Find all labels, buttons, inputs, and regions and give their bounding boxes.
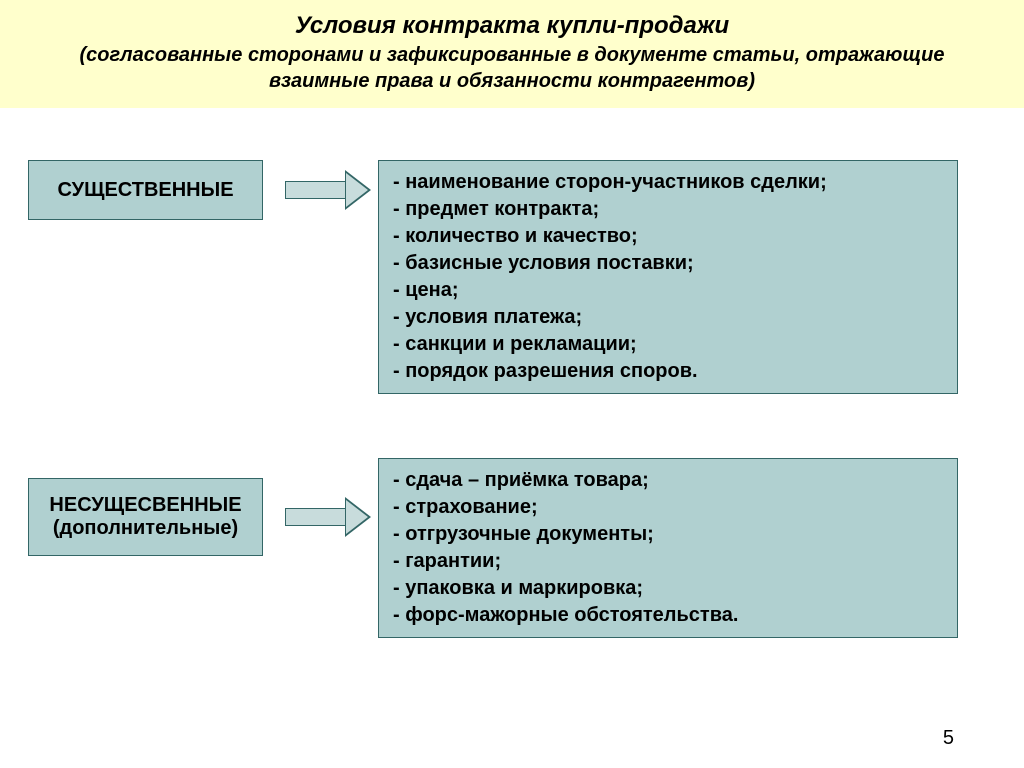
label-nonessential-text: НЕСУЩЕСВЕННЫЕ [49, 494, 241, 517]
list-item: - порядок разрешения споров. [393, 358, 943, 385]
list-item: - сдача – приёмка товара; [393, 467, 943, 494]
page-number: 5 [943, 727, 954, 750]
list-item: - условия платежа; [393, 304, 943, 331]
label-nonessential: НЕСУЩЕСВЕННЫЕ (дополнительные) [28, 478, 263, 556]
list-item: - страхование; [393, 494, 943, 521]
arrow-nonessential [285, 497, 371, 537]
label-essential-text: СУЩЕСТВЕННЫЕ [57, 179, 233, 202]
label-essential: СУЩЕСТВЕННЫЕ [28, 160, 263, 220]
list-item: - санкции и рекламации; [393, 331, 943, 358]
header-banner: Условия контракта купли-продажи (согласо… [0, 0, 1024, 108]
list-item: - отгрузочные документы; [393, 521, 943, 548]
row-nonessential: НЕСУЩЕСВЕННЫЕ (дополнительные) [28, 478, 371, 556]
page-subtitle: (согласованные сторонами и зафиксированн… [40, 42, 984, 94]
list-item: - базисные условия поставки; [393, 250, 943, 277]
page-title: Условия контракта купли-продажи [40, 12, 984, 40]
label-nonessential-sub: (дополнительные) [53, 517, 238, 540]
row-essential: СУЩЕСТВЕННЫЕ [28, 160, 371, 220]
list-item: - наименование сторон-участников сделки; [393, 169, 943, 196]
list-item: - цена; [393, 277, 943, 304]
list-item: - количество и качество; [393, 223, 943, 250]
content-nonessential: - сдача – приёмка товара; - страхование;… [378, 458, 958, 638]
list-item: - упаковка и маркировка; [393, 575, 943, 602]
list-item: - предмет контракта; [393, 196, 943, 223]
list-item: - гарантии; [393, 548, 943, 575]
list-item: - форс-мажорные обстоятельства. [393, 602, 943, 629]
arrow-essential [285, 170, 371, 210]
content-essential: - наименование сторон-участников сделки;… [378, 160, 958, 394]
